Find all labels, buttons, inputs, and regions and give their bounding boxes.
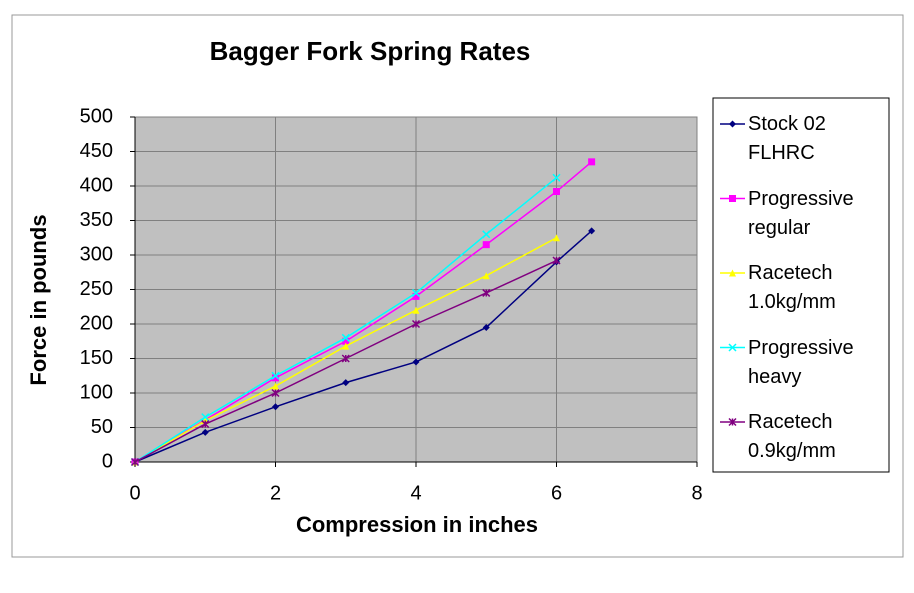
- legend-marker: [729, 120, 736, 128]
- y-tick-label: 200: [80, 312, 113, 334]
- marker: [482, 323, 490, 331]
- marker: [411, 288, 421, 297]
- y-tick-label: 0: [102, 450, 113, 472]
- x-tick-label: 0: [129, 482, 140, 504]
- marker: [341, 354, 350, 363]
- legend-box: [712, 97, 890, 473]
- x-tick-label: 2: [270, 482, 281, 504]
- legend-marker: [729, 195, 736, 202]
- x-tick-label: 6: [551, 482, 562, 504]
- marker: [342, 379, 350, 387]
- y-tick-label: 100: [80, 381, 113, 403]
- marker: [411, 319, 421, 329]
- marker: [482, 288, 491, 297]
- y-tick-label: 50: [91, 416, 113, 438]
- marker: [130, 457, 140, 467]
- marker: [201, 428, 209, 436]
- y-tick-label: 300: [80, 243, 113, 265]
- y-tick-label: 500: [80, 105, 113, 127]
- x-axis-label: Compression in inches: [296, 512, 538, 537]
- marker: [482, 241, 490, 249]
- marker: [412, 292, 420, 300]
- y-tick-label: 250: [80, 278, 113, 300]
- x-tick-label: 4: [410, 482, 421, 504]
- legend-label: Stock 02 FLHRC: [748, 113, 826, 164]
- marker: [482, 272, 490, 280]
- y-tick-label: 150: [80, 347, 113, 369]
- marker: [272, 403, 279, 411]
- marker: [412, 358, 420, 366]
- marker: [271, 371, 280, 380]
- legend-label: Racetech 0.9kg/mm: [748, 411, 836, 462]
- legend-label: Racetech 1.0kg/mm: [748, 262, 836, 313]
- marker: [412, 306, 420, 314]
- legend-label: Progressive regular: [748, 187, 854, 239]
- marker: [552, 173, 561, 182]
- marker: [342, 337, 350, 345]
- y-axis-label: Force in pounds: [26, 214, 51, 385]
- marker: [341, 333, 350, 342]
- y-tick-label: 450: [80, 140, 113, 162]
- marker: [588, 158, 596, 166]
- legend-marker: [729, 269, 736, 277]
- marker: [271, 388, 280, 398]
- y-tick-label: 400: [80, 174, 113, 196]
- marker: [588, 227, 596, 235]
- legend-label: Progressive heavy: [748, 336, 854, 388]
- legend-marker: [728, 417, 737, 427]
- marker: [342, 342, 350, 350]
- marker: [201, 413, 210, 422]
- marker: [272, 374, 279, 382]
- marker: [553, 234, 560, 242]
- marker: [482, 230, 491, 239]
- chart-title: Bagger Fork Spring Rates: [210, 36, 531, 66]
- legend-marker: [728, 343, 737, 352]
- marker: [201, 420, 210, 429]
- marker: [272, 382, 279, 390]
- marker: [553, 188, 560, 196]
- y-tick-label: 350: [80, 209, 113, 231]
- marker: [552, 256, 561, 265]
- x-tick-label: 8: [691, 482, 702, 504]
- series-line: [134, 230, 593, 463]
